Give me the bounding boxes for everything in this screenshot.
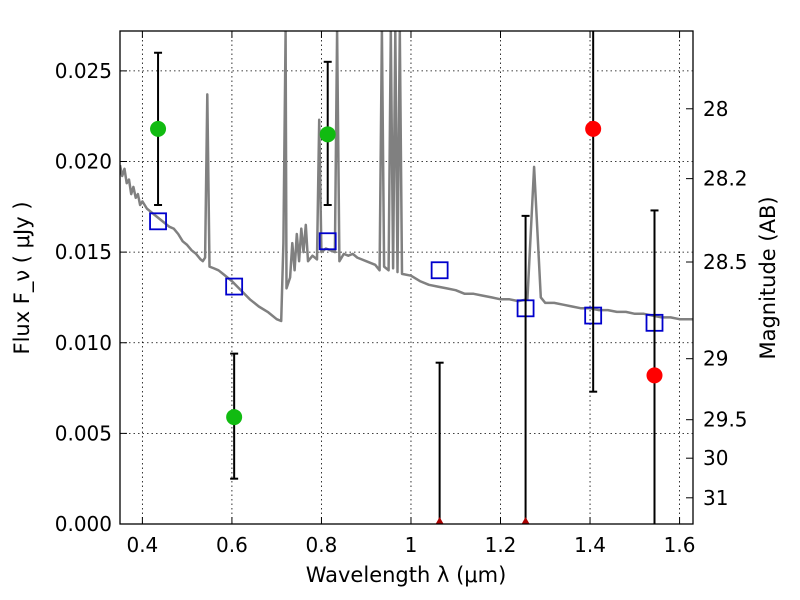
y-axis-right-label: Magnitude (AB) [756,196,780,359]
x-tick-label: 0.8 [306,533,338,557]
y-axis: 0.000 0.005 0.010 0.015 0.020 0.025 [55,59,127,536]
y-right-tick-label: 28 [703,97,728,121]
y-tick-label: 0.020 [55,150,112,174]
x-tick-label: 0.6 [216,533,248,557]
x-tick-label: 1.4 [574,533,606,557]
model-square-marker [149,212,167,231]
x-axis: 0.4 0.6 0.8 1 1.2 1.4 1.6 [126,31,695,557]
plot-frame [119,30,694,525]
y-tick-label: 0.005 [55,421,112,445]
x-tick-label: 1.2 [485,533,517,557]
data-point [150,120,167,137]
model-square-marker [318,232,337,251]
x-tick-label: 1 [405,533,418,557]
y-tick-label: 0.025 [55,59,112,83]
y-axis-right: 28 28.2 28.5 29 29.5 30 31 [686,97,748,510]
plot-area [120,31,693,524]
model-square-marker [430,261,449,280]
x-tick-label: 1.6 [664,533,696,557]
y-right-tick-label: 28.5 [703,250,748,274]
x-tick-label: 0.4 [126,533,158,557]
data-point [585,120,602,137]
data-point [319,126,336,143]
sed-model-line [120,31,693,323]
x-axis-label: Wavelength λ (μm) [306,563,507,587]
y-right-tick-label: 28.2 [703,167,748,191]
y-right-tick-label: 31 [703,486,728,510]
y-right-tick-label: 30 [703,446,728,470]
y-right-tick-label: 29.5 [703,408,748,432]
y-tick-label: 0.010 [55,331,112,355]
upper-limit-marker [521,517,530,524]
y-axis-label: Flux F_ν ( μJy ) [10,201,35,354]
data-point [646,367,663,384]
y-tick-label: 0.000 [55,512,112,536]
model-square-marker [225,277,244,296]
upper-limit-marker [435,517,444,524]
data-point [226,409,243,426]
y-tick-label: 0.015 [55,240,112,264]
y-right-tick-label: 29 [703,347,728,371]
